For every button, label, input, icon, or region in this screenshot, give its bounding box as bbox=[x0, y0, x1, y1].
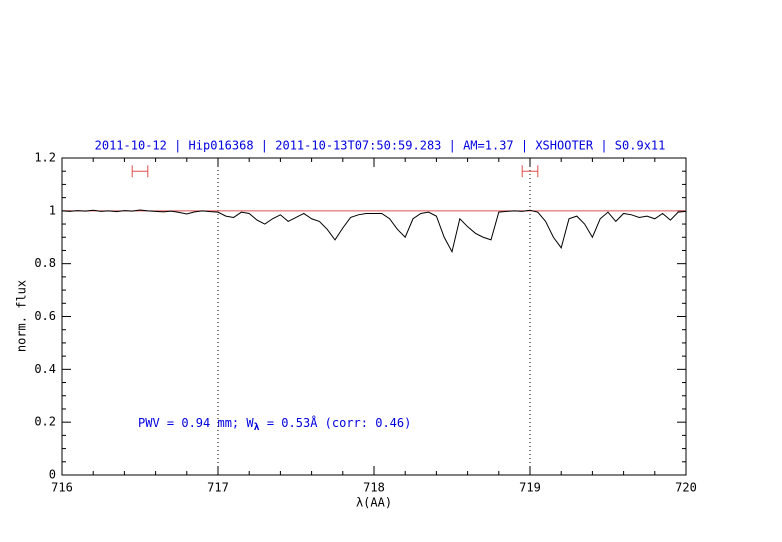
x-tick-label: 720 bbox=[675, 481, 697, 495]
y-tick-label: 0.4 bbox=[34, 362, 56, 376]
annotation-part: = 0.53Å (corr: 0.46) bbox=[260, 415, 412, 430]
annotation-part: PWV = 0.94 mm; W bbox=[138, 416, 254, 430]
annotation: PWV = 0.94 mm; Wλ = 0.53Å (corr: 0.46) bbox=[138, 415, 411, 434]
y-tick-label: 0.6 bbox=[34, 309, 56, 323]
x-tick-label: 718 bbox=[363, 481, 385, 495]
x-tick-label: 719 bbox=[519, 481, 541, 495]
interval-marker bbox=[521, 165, 539, 178]
x-axis-label: λ(AA) bbox=[356, 496, 392, 510]
annotation-subscript: λ bbox=[254, 422, 260, 433]
y-tick-label: 0 bbox=[49, 468, 56, 482]
spectrum-line bbox=[61, 209, 687, 254]
x-tick-label: 717 bbox=[207, 481, 229, 495]
interval-marker bbox=[131, 165, 149, 178]
x-tick-label: 716 bbox=[51, 481, 73, 495]
y-tick-label: 0.8 bbox=[34, 256, 56, 270]
chart-title: 2011-10-12 | Hip016368 | 2011-10-13T07:5… bbox=[95, 139, 666, 153]
y-tick-label: 1 bbox=[49, 203, 56, 217]
y-tick-label: 0.2 bbox=[34, 415, 56, 429]
y-axis-label: norm. flux bbox=[15, 280, 29, 352]
y-tick-label: 1.2 bbox=[34, 151, 56, 165]
